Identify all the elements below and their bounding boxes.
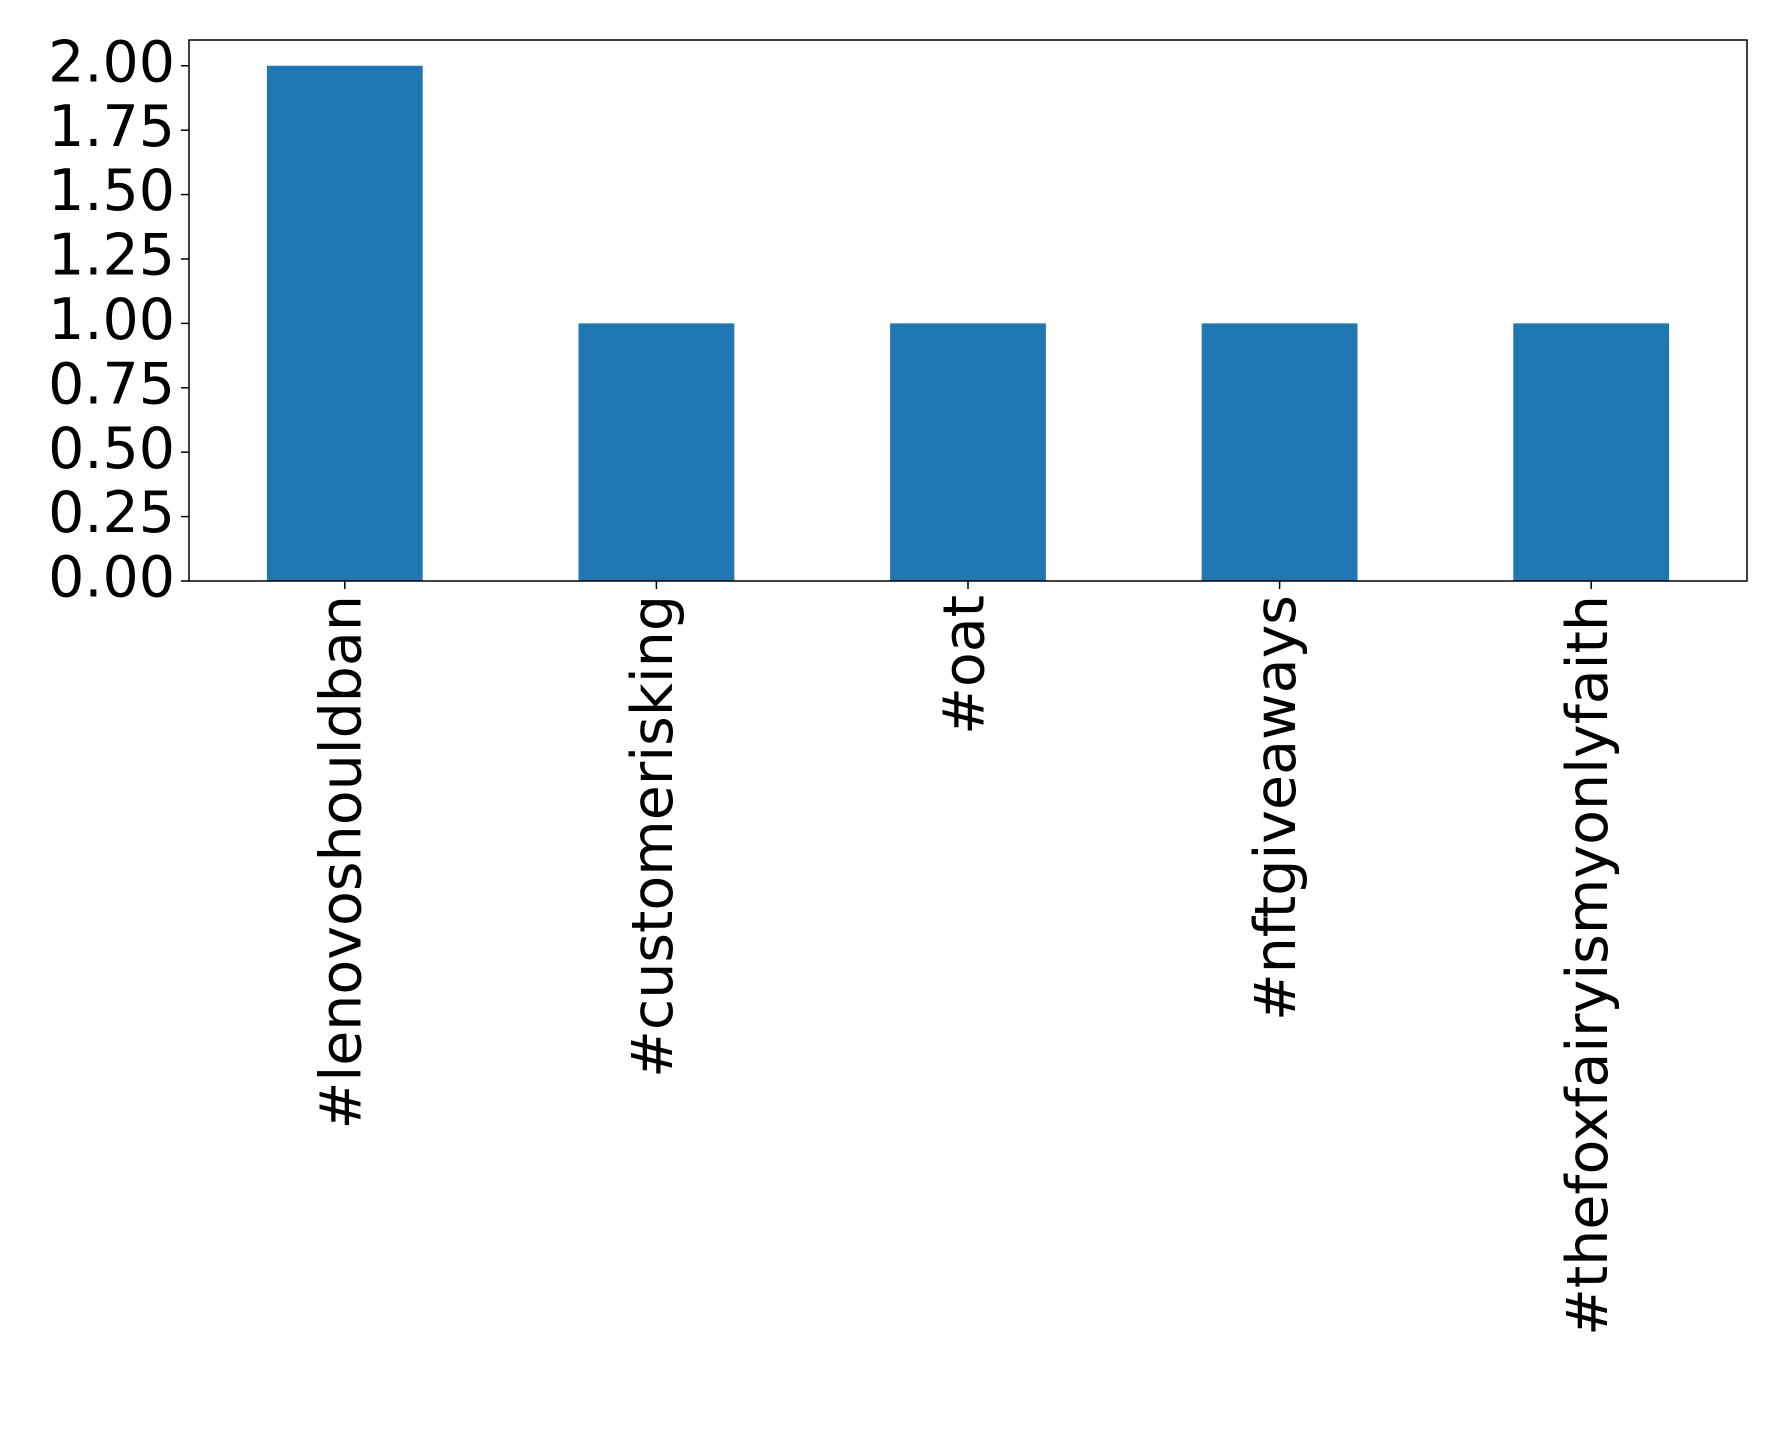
y-tick-label: 0.00: [48, 545, 175, 611]
y-tick-label: 2.00: [48, 29, 175, 95]
bar: [266, 65, 423, 581]
bar: [578, 323, 735, 581]
x-tick-label: #nftgiveaways: [1243, 595, 1309, 1021]
y-tick-label: 0.75: [48, 351, 175, 417]
plot-frame: [188, 39, 1748, 582]
y-tick-label: 1.50: [48, 158, 175, 224]
bar: [1513, 323, 1670, 581]
x-tick-label: #customerisking: [620, 595, 686, 1078]
x-tick-label: #thefoxfairyismyonlyfaith: [1555, 595, 1621, 1336]
y-tick-label: 1.75: [48, 94, 175, 160]
y-tick-label: 1.00: [48, 287, 175, 353]
y-tick-label: 0.50: [48, 416, 175, 482]
bar: [1201, 323, 1358, 581]
x-tick-label: #lenovoshouldban: [308, 595, 374, 1129]
x-tick-label: #oat: [932, 595, 998, 735]
bar: [890, 323, 1046, 581]
y-tick-label: 0.25: [48, 480, 175, 546]
y-tick-label: 1.25: [48, 223, 175, 289]
